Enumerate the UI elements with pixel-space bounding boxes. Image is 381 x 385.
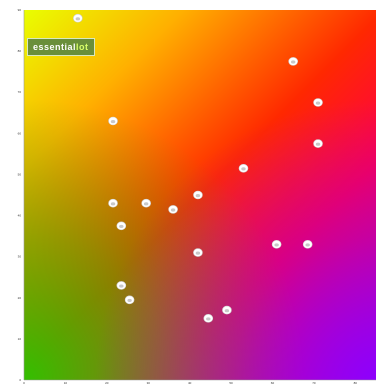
y-tick-label: 40 xyxy=(18,214,22,218)
data-point[interactable] xyxy=(193,190,203,200)
data-point[interactable] xyxy=(168,205,178,214)
y-tick-label: 30 xyxy=(18,255,22,259)
y-tick-label: 60 xyxy=(18,131,22,135)
x-tick-label: 80 xyxy=(354,381,358,385)
data-point[interactable] xyxy=(73,13,83,23)
data-point[interactable] xyxy=(288,57,298,66)
data-point-shade xyxy=(315,142,321,146)
data-point-shade xyxy=(206,317,211,321)
x-tick-label: 60 xyxy=(271,381,275,385)
x-tick-label: 10 xyxy=(64,381,68,385)
data-point-shade xyxy=(195,251,201,255)
brand-text-part1: essential xyxy=(33,42,77,52)
y-tick-label: 0 xyxy=(19,378,21,382)
data-point-shade xyxy=(110,120,116,124)
data-point[interactable] xyxy=(222,305,232,315)
x-tick-label: 20 xyxy=(105,381,109,385)
data-point-shade xyxy=(274,243,279,247)
data-point-shade xyxy=(305,243,310,247)
y-tick-label: 70 xyxy=(18,90,22,94)
data-point-shade xyxy=(195,194,201,198)
x-tick-label: 30 xyxy=(147,381,151,385)
brand-text-part2: lot xyxy=(76,42,89,52)
data-point-shade xyxy=(224,309,230,313)
data-point[interactable] xyxy=(141,198,151,208)
x-tick-label: 70 xyxy=(312,381,316,385)
x-tick-label: 50 xyxy=(229,381,233,385)
data-point[interactable] xyxy=(313,139,323,148)
data-point-shade xyxy=(119,224,124,229)
data-point[interactable] xyxy=(124,295,135,305)
y-tick-label: 50 xyxy=(18,172,22,176)
data-point[interactable] xyxy=(271,240,282,249)
data-point[interactable] xyxy=(108,198,118,208)
x-tick-label: 40 xyxy=(188,381,192,385)
data-point[interactable] xyxy=(313,98,323,107)
data-point[interactable] xyxy=(116,281,127,290)
y-tick-label: 10 xyxy=(18,337,22,341)
y-tick-label: 90 xyxy=(18,8,22,12)
data-point-shade xyxy=(170,208,176,212)
data-point[interactable] xyxy=(193,248,203,257)
data-point-shade xyxy=(75,17,81,21)
data-point-shade xyxy=(143,202,149,206)
data-point-shade xyxy=(119,284,124,288)
data-point[interactable] xyxy=(203,314,214,323)
data-point[interactable] xyxy=(116,221,127,231)
data-point[interactable] xyxy=(302,240,313,249)
data-point-shade xyxy=(290,60,296,64)
data-point[interactable] xyxy=(108,116,118,126)
x-tick-label: 0 xyxy=(23,381,25,385)
data-point-shade xyxy=(110,202,116,206)
y-tick-label: 20 xyxy=(18,296,22,300)
data-point-shade xyxy=(315,101,321,105)
data-point-shade xyxy=(241,167,246,171)
brand-badge: essentiallot xyxy=(27,38,95,56)
data-point[interactable] xyxy=(238,163,249,173)
data-point-shade xyxy=(127,298,132,303)
y-tick-label: 80 xyxy=(18,49,22,53)
